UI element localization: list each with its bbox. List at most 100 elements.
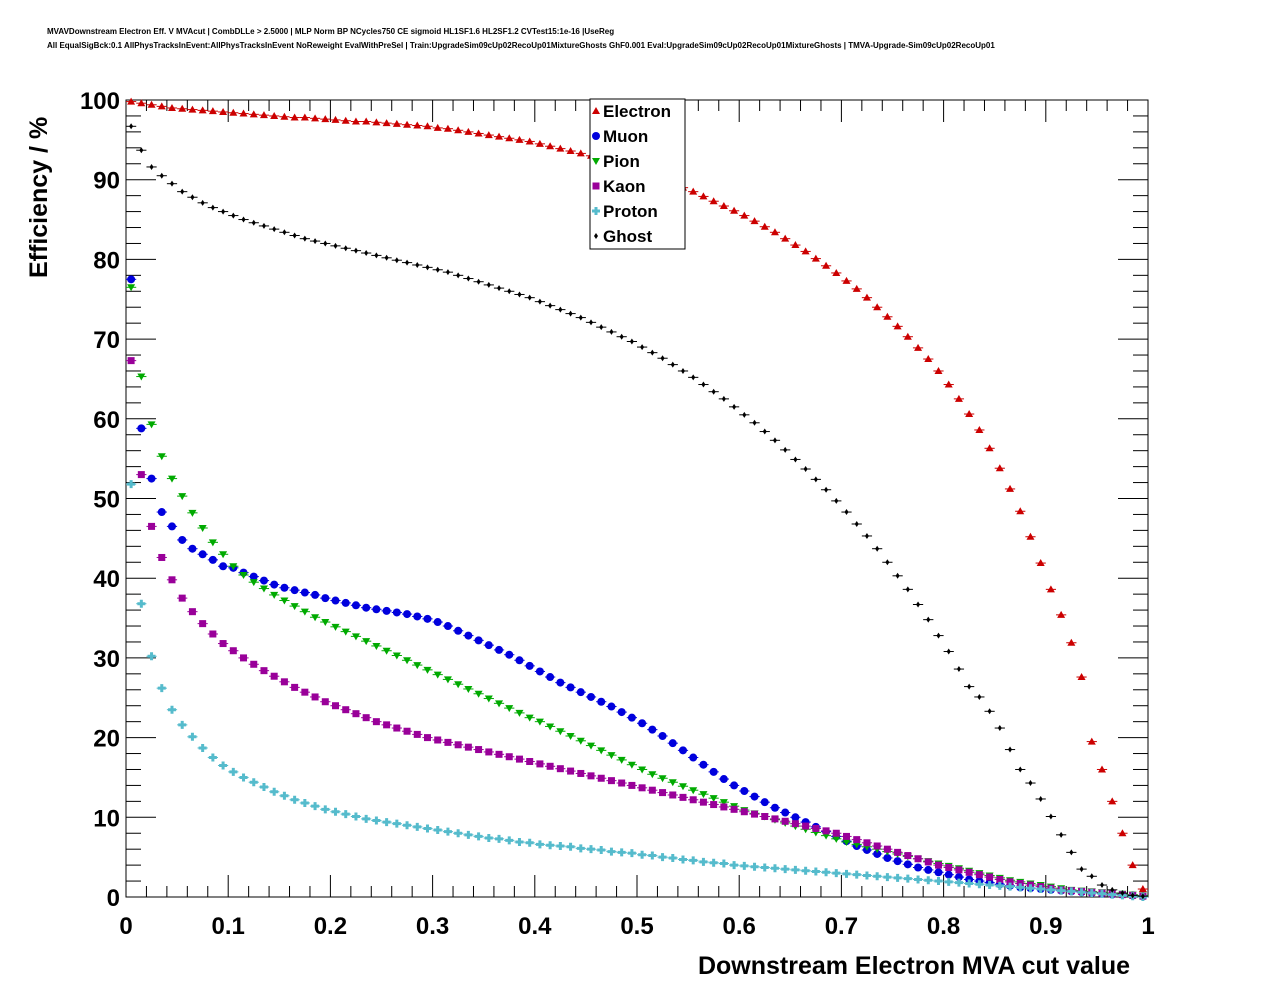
data-point [505, 836, 514, 845]
data-point [147, 474, 156, 483]
data-point [548, 302, 553, 309]
data-point [219, 107, 228, 115]
data-point [987, 708, 992, 715]
data-point [607, 702, 616, 711]
data-point [372, 118, 381, 126]
data-point [311, 802, 320, 811]
data-point [413, 822, 422, 831]
data-point [188, 732, 197, 741]
data-point [1089, 873, 1094, 880]
data-point [985, 881, 994, 890]
data-point [640, 344, 645, 351]
data-point [515, 838, 524, 847]
data-point [423, 614, 432, 623]
legend-label-muon: Muon [603, 127, 648, 146]
data-point [1087, 737, 1096, 745]
data-point [802, 822, 810, 830]
data-point [331, 623, 340, 631]
data-point [1036, 885, 1045, 894]
data-point [607, 847, 616, 856]
y-tick-label: 10 [93, 805, 120, 832]
data-point [576, 737, 585, 745]
data-point [167, 103, 176, 111]
legend-label-ghost: Ghost [603, 227, 652, 246]
data-point [956, 666, 961, 673]
data-point [321, 698, 329, 706]
data-point [862, 871, 871, 880]
data-point [556, 841, 565, 850]
data-point [157, 453, 166, 461]
data-point [300, 798, 309, 807]
data-point [740, 786, 749, 795]
data-point [149, 163, 154, 170]
data-point [1026, 532, 1035, 540]
x-tick-label: 1 [1141, 913, 1154, 940]
data-point [1008, 746, 1013, 753]
data-point [188, 544, 197, 553]
data-point [372, 605, 381, 614]
data-point [648, 725, 657, 734]
data-point [199, 620, 207, 628]
data-point [699, 857, 708, 866]
data-point [208, 753, 217, 762]
data-point [658, 853, 667, 862]
data-point [597, 697, 606, 706]
data-point [772, 437, 777, 444]
data-point [435, 266, 440, 273]
data-point [392, 119, 401, 127]
data-point [617, 708, 626, 717]
data-point [944, 870, 953, 879]
data-point [443, 827, 452, 836]
chart-title-line-2: All EqualSigBck:0.1 AllPhysTracksInEvent… [47, 41, 995, 50]
data-point [392, 608, 401, 617]
legend-marker-ghost [594, 233, 598, 239]
y-tick-label: 40 [93, 566, 120, 593]
data-point [924, 865, 933, 874]
data-point [842, 869, 851, 878]
data-point [525, 838, 534, 847]
data-point [495, 700, 504, 708]
data-point [822, 261, 831, 269]
data-point [751, 810, 759, 818]
data-point [1079, 866, 1084, 873]
data-point [229, 647, 237, 655]
data-point [505, 134, 514, 142]
data-point [270, 580, 279, 589]
legend-marker-proton [592, 207, 600, 215]
data-point [597, 747, 606, 755]
data-point [261, 222, 266, 229]
data-point [791, 241, 800, 249]
data-point [229, 767, 238, 776]
data-point [628, 781, 636, 789]
data-point [791, 820, 799, 828]
data-point [1046, 885, 1055, 894]
data-point [372, 816, 381, 825]
data-point [832, 829, 840, 837]
data-point [147, 100, 156, 108]
data-point [343, 245, 348, 252]
data-point [169, 180, 174, 187]
data-point [936, 632, 941, 639]
data-point [127, 284, 136, 292]
data-point [709, 858, 718, 867]
data-point [198, 743, 207, 752]
data-point [219, 551, 228, 559]
data-point [791, 865, 800, 874]
data-point [188, 105, 197, 113]
data-point [413, 730, 421, 738]
data-point [392, 819, 401, 828]
data-point [668, 739, 677, 748]
data-point [607, 777, 615, 785]
data-point [730, 781, 739, 790]
data-point [691, 374, 696, 381]
data-point [812, 824, 820, 832]
data-point [904, 852, 912, 860]
data-point [515, 755, 523, 763]
data-point [934, 861, 942, 869]
data-point [280, 112, 289, 120]
data-point [321, 805, 330, 814]
data-point [290, 113, 299, 121]
data-point [638, 766, 647, 774]
data-point [1067, 638, 1076, 646]
data-point [525, 714, 534, 722]
